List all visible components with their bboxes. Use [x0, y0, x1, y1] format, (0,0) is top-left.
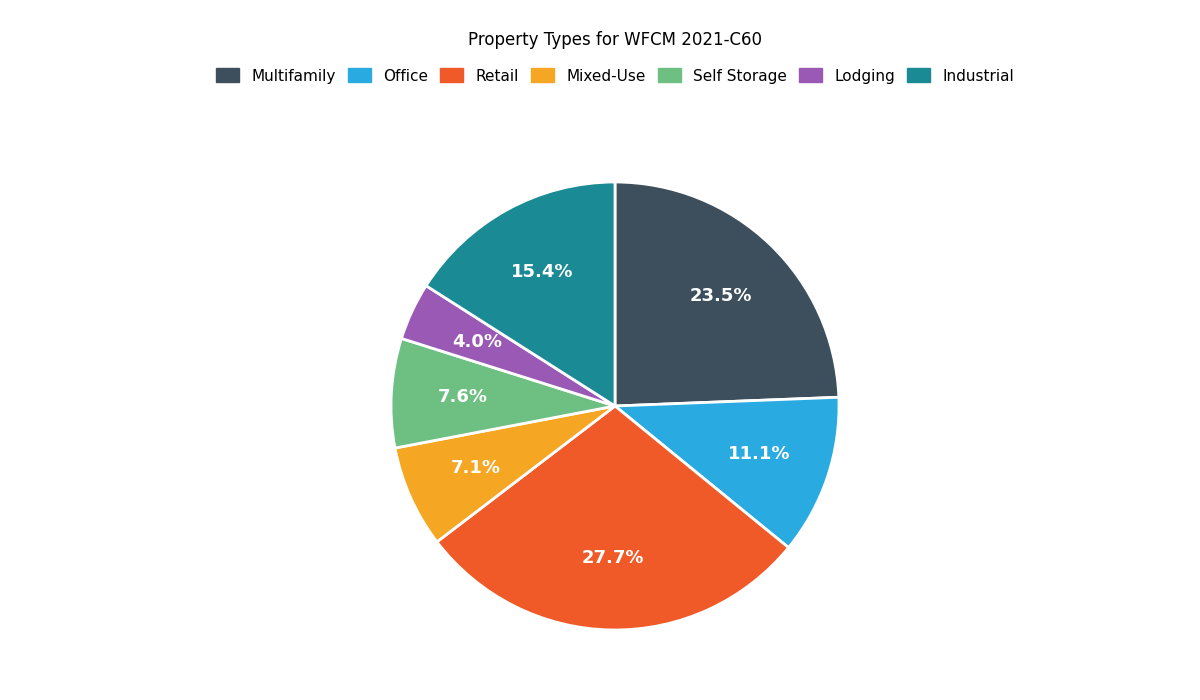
Text: 27.7%: 27.7% — [581, 550, 643, 567]
Wedge shape — [614, 182, 839, 406]
Text: 7.1%: 7.1% — [451, 459, 500, 477]
Text: 7.6%: 7.6% — [438, 388, 488, 406]
Wedge shape — [616, 397, 839, 547]
Text: 4.0%: 4.0% — [452, 332, 502, 351]
Wedge shape — [395, 406, 616, 542]
Text: 11.1%: 11.1% — [728, 445, 791, 463]
Title: Property Types for WFCM 2021-C60: Property Types for WFCM 2021-C60 — [468, 31, 762, 49]
Text: 23.5%: 23.5% — [689, 287, 752, 305]
Wedge shape — [391, 338, 616, 448]
Wedge shape — [426, 182, 616, 406]
Text: 15.4%: 15.4% — [510, 263, 572, 281]
Wedge shape — [402, 286, 616, 406]
Wedge shape — [437, 406, 788, 630]
Legend: Multifamily, Office, Retail, Mixed-Use, Self Storage, Lodging, Industrial: Multifamily, Office, Retail, Mixed-Use, … — [209, 61, 1021, 91]
